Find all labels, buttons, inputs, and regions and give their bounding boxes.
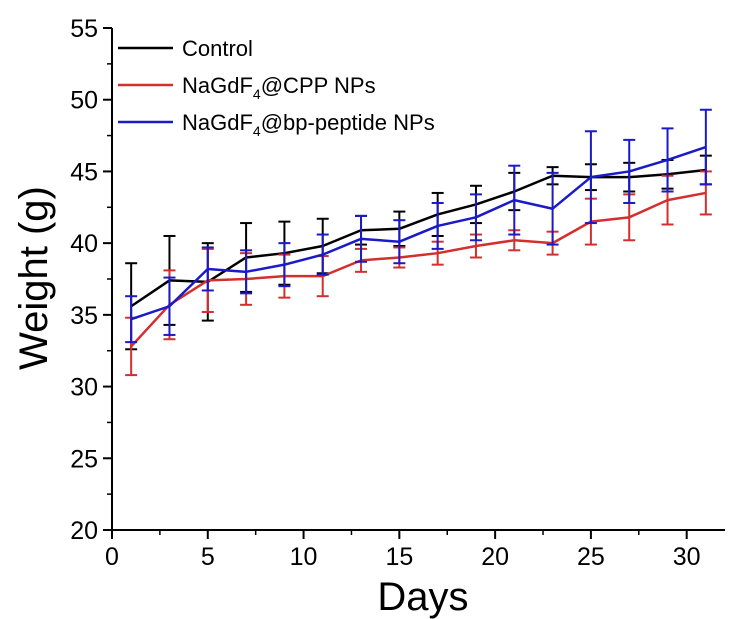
series-0 bbox=[125, 154, 712, 351]
y-tick-label: 35 bbox=[70, 302, 98, 330]
y-tick-label: 25 bbox=[70, 445, 98, 473]
x-tick-label: 10 bbox=[290, 543, 318, 571]
y-tick-label: 55 bbox=[70, 15, 98, 43]
series-1 bbox=[125, 170, 712, 377]
series-line bbox=[130, 191, 707, 348]
y-tick-label: 20 bbox=[70, 517, 98, 545]
series-line bbox=[130, 145, 707, 321]
x-axis-title: Days bbox=[377, 575, 468, 619]
x-tick-label: 5 bbox=[201, 543, 215, 571]
x-tick-label: 15 bbox=[385, 543, 413, 571]
legend-label: NaGdF4@CPP NPs bbox=[182, 73, 376, 102]
y-tick-label: 45 bbox=[70, 158, 98, 186]
y-tick-label: 50 bbox=[70, 87, 98, 115]
legend-label: Control bbox=[182, 36, 253, 61]
x-tick-label: 30 bbox=[673, 543, 701, 571]
y-axis-title: Weight (g) bbox=[12, 186, 56, 370]
data-series bbox=[125, 108, 712, 377]
axes: 0 5 10 15 20 25 30 20 25 30 35 40 45 50 55 bbox=[70, 15, 725, 571]
x-tick-label: 20 bbox=[481, 543, 509, 571]
y-tick-label: 30 bbox=[70, 374, 98, 402]
x-tick-label: 0 bbox=[105, 543, 119, 571]
legend: Control NaGdF4@CPP NPs NaGdF4@bp-peptide N… bbox=[118, 36, 435, 139]
x-tick-label: 25 bbox=[577, 543, 605, 571]
y-tick-label: 40 bbox=[70, 230, 98, 258]
legend-label: NaGdF4@bp-peptide NPs bbox=[182, 110, 435, 139]
series-2 bbox=[125, 108, 712, 344]
series-line bbox=[130, 168, 706, 308]
